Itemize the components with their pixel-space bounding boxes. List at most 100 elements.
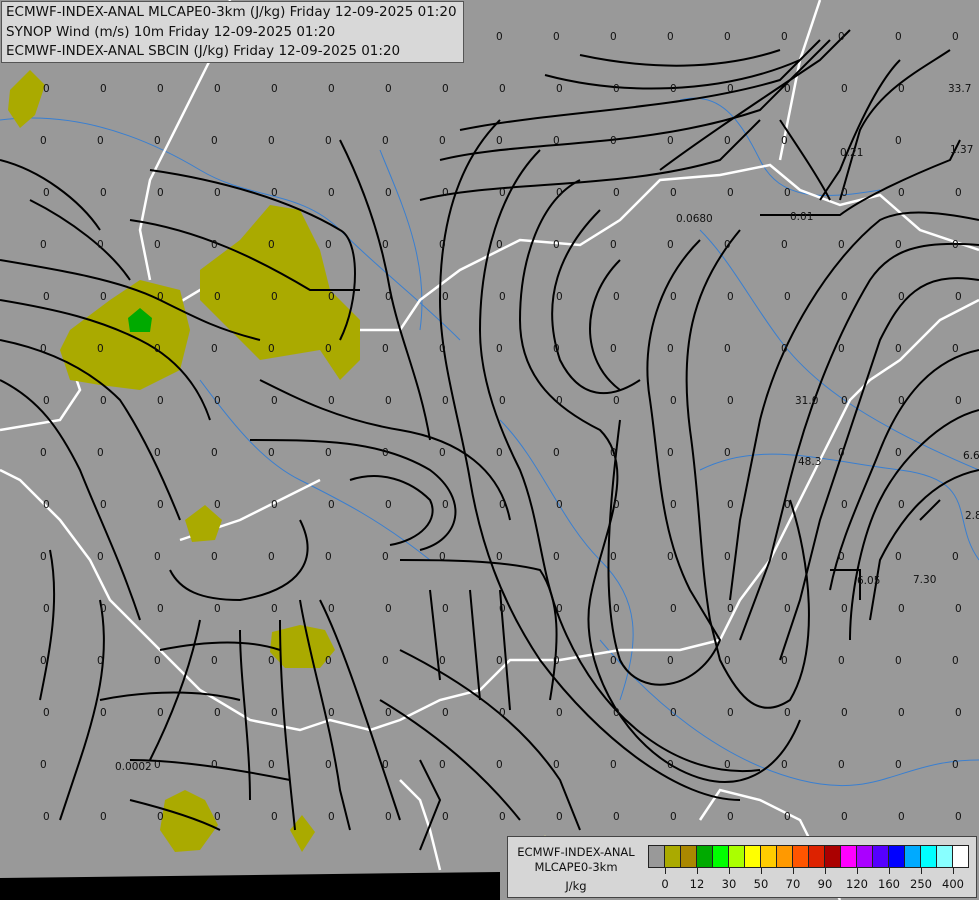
value-label: 0 (727, 603, 734, 615)
value-label: 0 (496, 343, 503, 355)
value-label: 0 (952, 31, 959, 43)
value-label: 0 (328, 603, 335, 615)
value-label: 0 (100, 603, 107, 615)
value-label: 0 (727, 707, 734, 719)
value-label: 0 (40, 759, 47, 771)
value-label: 0 (667, 31, 674, 43)
value-label: 0 (100, 707, 107, 719)
value-label: 0 (784, 187, 791, 199)
value-label: 0 (211, 655, 218, 667)
value-label: 0 (898, 707, 905, 719)
legend-swatch (937, 846, 953, 867)
value-label: 0 (271, 83, 278, 95)
value-label: 0 (610, 343, 617, 355)
value-label: 0 (271, 603, 278, 615)
value-label: 0 (898, 187, 905, 199)
value-label: 0 (439, 655, 446, 667)
value-label: 0 (43, 187, 50, 199)
value-label: 0 (328, 499, 335, 511)
cape-areas (8, 70, 570, 880)
value-label: 0 (610, 135, 617, 147)
value-label: 0 (724, 343, 731, 355)
value-label: 0 (724, 759, 731, 771)
legend-tick-label: 120 (846, 877, 868, 891)
value-label: 0 (100, 83, 107, 95)
value-label: 0 (952, 759, 959, 771)
value-label: 0 (154, 343, 161, 355)
value-label: 0 (898, 499, 905, 511)
legend-title: ECMWF-INDEX-ANAL MLCAPE0-3km (512, 845, 640, 875)
legend-tick (729, 867, 730, 874)
legend-tick-label: 250 (910, 877, 932, 891)
value-label: 0 (724, 31, 731, 43)
value-label: 0 (40, 655, 47, 667)
value-label: 0 (727, 395, 734, 407)
legend-swatch (777, 846, 793, 867)
cape-area-high (128, 308, 152, 332)
value-label: 0 (214, 395, 221, 407)
value-label: 0 (895, 343, 902, 355)
value-label: 6.6 (963, 450, 979, 462)
legend-swatch (825, 846, 841, 867)
title-line-cape: ECMWF-INDEX-ANAL MLCAPE0-3km (J/kg) Frid… (6, 4, 457, 20)
value-label: 0 (724, 655, 731, 667)
value-label: 0 (670, 707, 677, 719)
value-label: 0 (724, 551, 731, 563)
value-label: 0 (97, 551, 104, 563)
legend-tick (697, 867, 698, 874)
value-label: 0 (271, 187, 278, 199)
value-label: 0 (268, 343, 275, 355)
legend-tick (857, 867, 858, 874)
value-label: 0 (838, 655, 845, 667)
value-label: 0.0680 (676, 213, 713, 225)
title-line-wind: SYNOP Wind (m/s) 10m Friday 12-09-2025 0… (6, 23, 336, 40)
value-label: 0 (157, 395, 164, 407)
legend-tick-label: 30 (721, 877, 737, 891)
legend-tick (793, 867, 794, 874)
value-label: 0 (838, 447, 845, 459)
legend-tick (921, 867, 922, 874)
value-label: 0 (43, 811, 50, 823)
value-label: 0 (211, 551, 218, 563)
value-label: 0 (385, 603, 392, 615)
value-label: 0.21 (840, 147, 863, 159)
value-label: 0 (496, 239, 503, 251)
legend-tick-label: 12 (689, 877, 705, 891)
value-label: 0 (43, 707, 50, 719)
value-label: 0 (556, 707, 563, 719)
value-label: 0 (385, 395, 392, 407)
value-label: 0 (496, 759, 503, 771)
value-label: 0 (154, 135, 161, 147)
value-label: 0 (667, 239, 674, 251)
value-label: 0 (499, 395, 506, 407)
value-label: 0 (382, 343, 389, 355)
value-label: 0 (610, 655, 617, 667)
value-label: 0 (97, 655, 104, 667)
value-label: 0 (667, 343, 674, 355)
value-label: 0 (841, 811, 848, 823)
value-label: 0 (781, 551, 788, 563)
value-label: 6.05 (857, 575, 880, 587)
value-label: 0 (895, 135, 902, 147)
value-label: 0 (895, 551, 902, 563)
value-label: 0 (439, 343, 446, 355)
value-label: 0 (271, 811, 278, 823)
value-label: 0 (100, 395, 107, 407)
value-label: 0 (271, 291, 278, 303)
value-label: 0 (43, 291, 50, 303)
legend-tick (953, 867, 954, 874)
value-label: 0 (268, 135, 275, 147)
value-label: 0 (328, 291, 335, 303)
value-label: 0 (268, 447, 275, 459)
legend-swatch (665, 846, 681, 867)
value-label: 0 (670, 811, 677, 823)
value-label: 0 (838, 239, 845, 251)
legend-swatch (953, 846, 968, 867)
value-label: 0 (724, 447, 731, 459)
value-label: 0 (328, 707, 335, 719)
value-label: 0 (556, 291, 563, 303)
value-label: 0 (727, 83, 734, 95)
value-label: 0 (40, 135, 47, 147)
value-label: 0 (157, 499, 164, 511)
value-label: 0 (895, 239, 902, 251)
